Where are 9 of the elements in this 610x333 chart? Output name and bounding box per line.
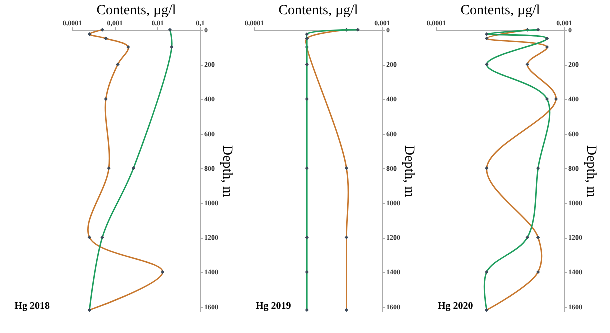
x-axis-title: Contents, µg/l <box>96 4 176 18</box>
x-axis-title: Contents, µg/l <box>278 4 358 18</box>
text: Hg 2018 <box>14 301 50 312</box>
annotation: Hg 2020 <box>438 301 474 312</box>
y-axis-title: Depth, m <box>584 145 598 198</box>
y-axis-title: Depth, m <box>402 145 416 198</box>
y-axis-title: Depth, m <box>220 145 234 198</box>
x-axis-title: Contents, µg/l <box>460 4 540 18</box>
annotation: Hg 2019 <box>256 301 292 312</box>
